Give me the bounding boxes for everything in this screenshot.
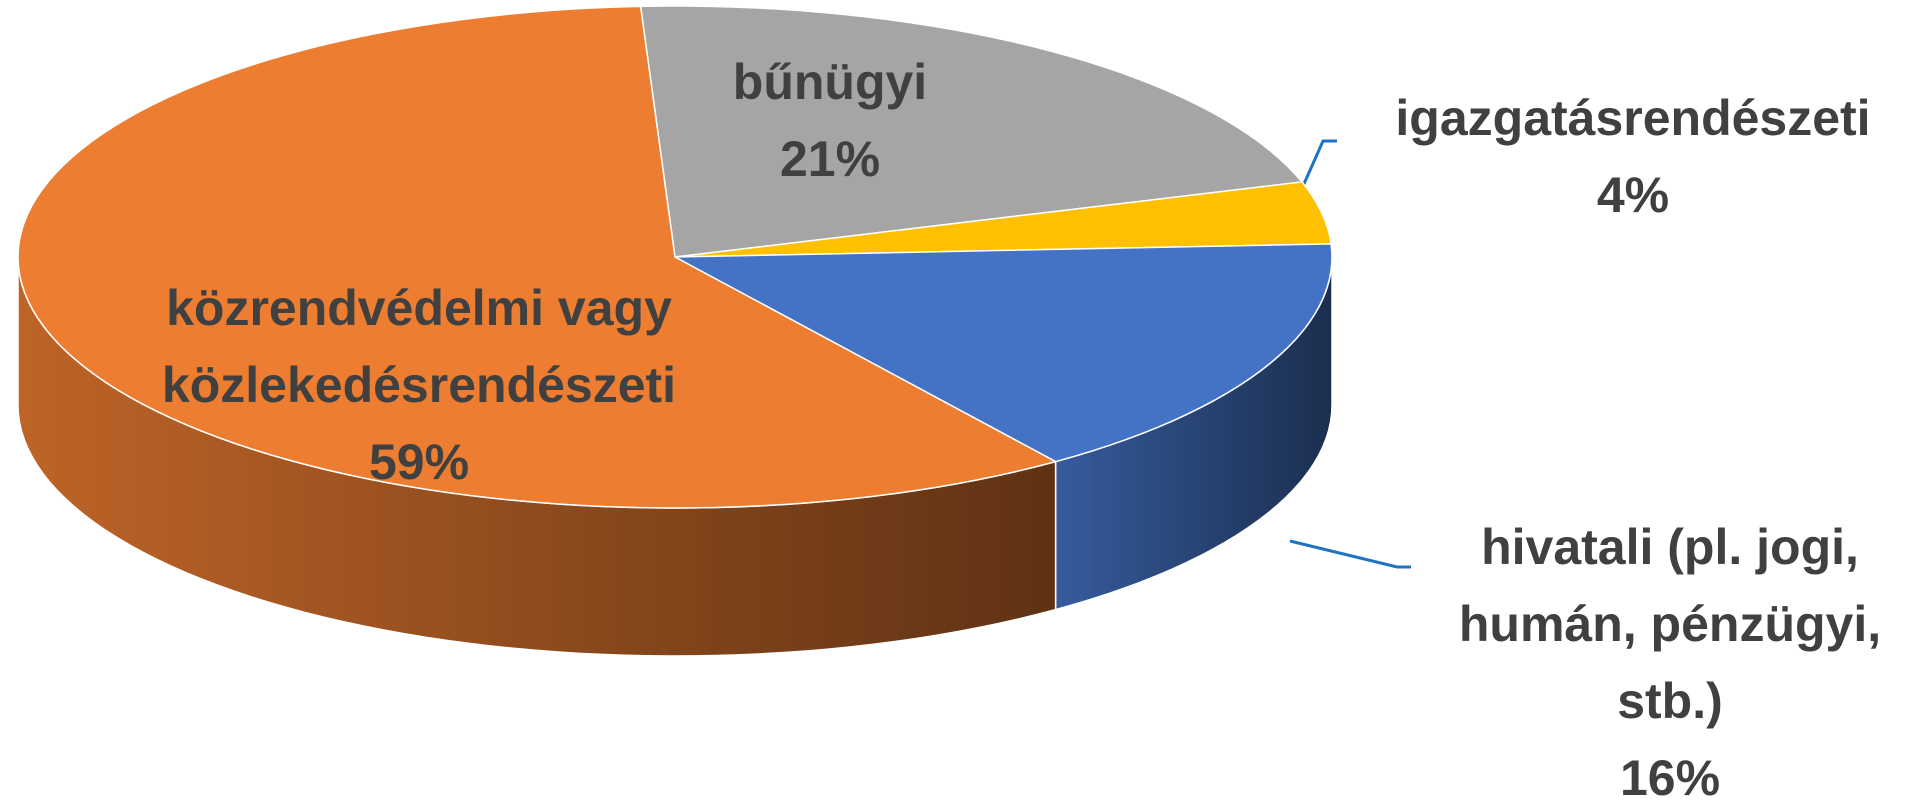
label-line: hivatali (pl. jogi, (1481, 519, 1859, 575)
slice (17, 5, 1058, 509)
label-line: stb.) (1617, 673, 1723, 729)
value-label: 4% (1597, 167, 1669, 223)
slice-label: közrendvédelmi vagy közlekedésrendészeti (162, 280, 676, 413)
slice (639, 5, 1304, 258)
value-label: 59% (369, 434, 469, 490)
label-line: bűnügyi (733, 54, 927, 110)
slice-label: hivatali (pl. jogi, humán, pénzügyi, stb.) (1459, 519, 1881, 729)
label-line: humán, pénzügyi, (1459, 596, 1881, 652)
value-label: 16% (1620, 750, 1720, 806)
label-line: közlekedésrendészeti (162, 357, 676, 413)
leader-line (1289, 539, 1411, 569)
slice (672, 243, 1333, 463)
slice-label: igazgatásrendészeti (1395, 90, 1870, 146)
tops (17, 5, 1333, 509)
slice-label: bűnügyi (733, 54, 927, 110)
slice (674, 181, 1332, 258)
value-label: 21% (780, 131, 880, 187)
label-line: közrendvédelmi vagy (166, 280, 672, 336)
label-line: igazgatásrendészeti (1395, 90, 1870, 146)
